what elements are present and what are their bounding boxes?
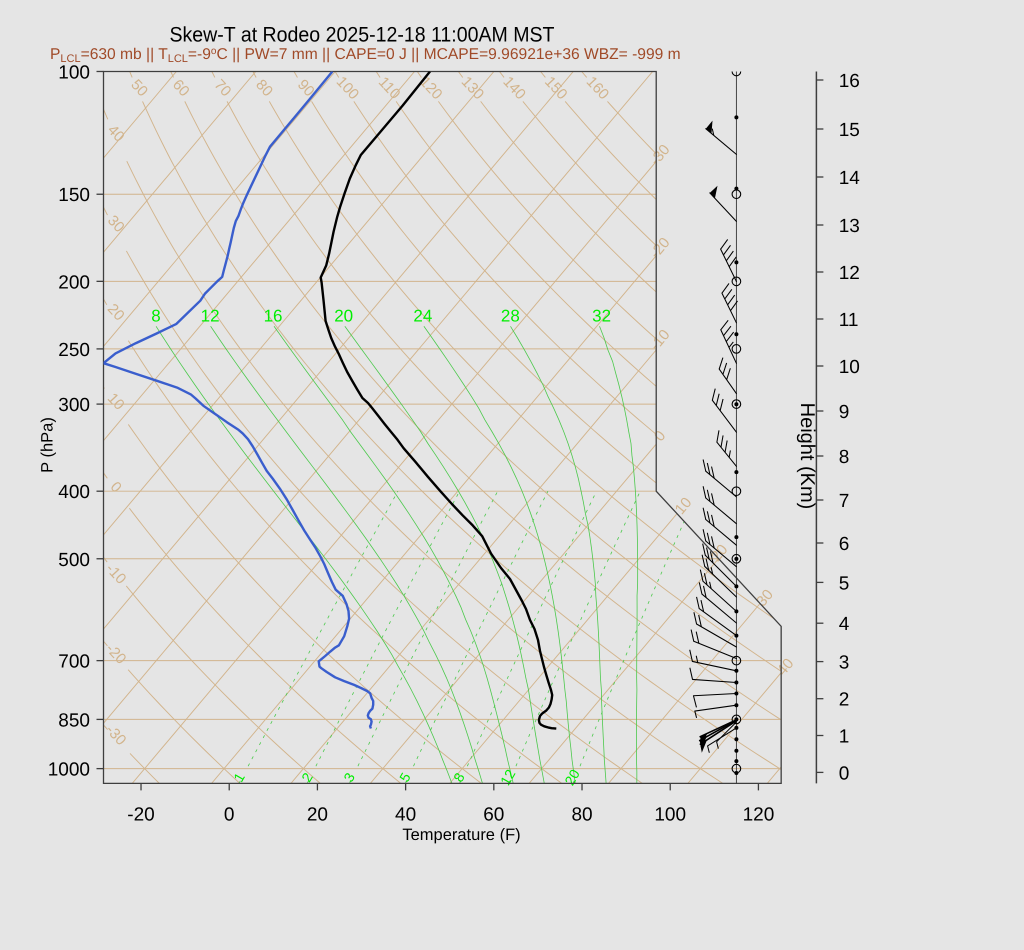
svg-text:10: 10 xyxy=(839,357,860,378)
svg-text:300: 300 xyxy=(58,395,90,416)
svg-text:80: 80 xyxy=(571,804,592,825)
svg-text:400: 400 xyxy=(58,482,90,503)
svg-text:1000: 1000 xyxy=(48,760,90,781)
svg-text:20: 20 xyxy=(561,766,583,788)
svg-text:Height (Km): Height (Km) xyxy=(796,403,818,510)
svg-text:150: 150 xyxy=(58,185,90,206)
svg-text:100: 100 xyxy=(654,804,686,825)
svg-text:32: 32 xyxy=(592,307,611,326)
svg-text:700: 700 xyxy=(58,652,90,673)
svg-text:60: 60 xyxy=(483,804,504,825)
svg-text:6: 6 xyxy=(839,534,850,555)
svg-text:12: 12 xyxy=(839,263,860,284)
svg-text:120: 120 xyxy=(743,804,775,825)
svg-text:850: 850 xyxy=(58,710,90,731)
svg-text:P (hPa): P (hPa) xyxy=(39,417,57,473)
svg-text:0: 0 xyxy=(224,804,235,825)
svg-text:-20: -20 xyxy=(127,804,154,825)
svg-text:3: 3 xyxy=(839,653,850,674)
svg-text:16: 16 xyxy=(839,71,860,92)
svg-text:2: 2 xyxy=(839,690,850,711)
svg-text:20: 20 xyxy=(334,307,353,326)
svg-text:Skew-T at Rodeo 2025-12-18 11:: Skew-T at Rodeo 2025-12-18 11:00AM MST xyxy=(170,24,555,47)
svg-text:15: 15 xyxy=(839,120,860,141)
svg-text:12: 12 xyxy=(201,307,220,326)
svg-text:8: 8 xyxy=(151,307,160,326)
svg-text:200: 200 xyxy=(58,272,90,293)
svg-text:250: 250 xyxy=(58,340,90,361)
svg-text:16: 16 xyxy=(264,307,283,326)
svg-text:13: 13 xyxy=(839,216,860,237)
svg-text:20: 20 xyxy=(307,804,328,825)
svg-text:1: 1 xyxy=(839,727,850,748)
svg-text:Temperature (F): Temperature (F) xyxy=(402,826,520,844)
svg-text:4: 4 xyxy=(839,614,850,635)
svg-text:12: 12 xyxy=(497,766,519,788)
svg-text:9: 9 xyxy=(839,402,850,423)
svg-text:7: 7 xyxy=(839,491,850,512)
svg-text:PLCL=630 mb || TLCL=-9oC || PW: PLCL=630 mb || TLCL=-9oC || PW=7 mm || C… xyxy=(50,46,681,65)
svg-text:100: 100 xyxy=(58,62,90,83)
svg-text:11: 11 xyxy=(839,310,859,331)
svg-text:28: 28 xyxy=(501,307,520,326)
svg-text:5: 5 xyxy=(839,573,850,594)
svg-text:0: 0 xyxy=(839,763,850,784)
svg-text:40: 40 xyxy=(395,804,416,825)
svg-text:500: 500 xyxy=(58,550,90,571)
svg-text:14: 14 xyxy=(839,168,861,189)
svg-text:8: 8 xyxy=(839,447,850,468)
svg-text:24: 24 xyxy=(413,307,432,326)
